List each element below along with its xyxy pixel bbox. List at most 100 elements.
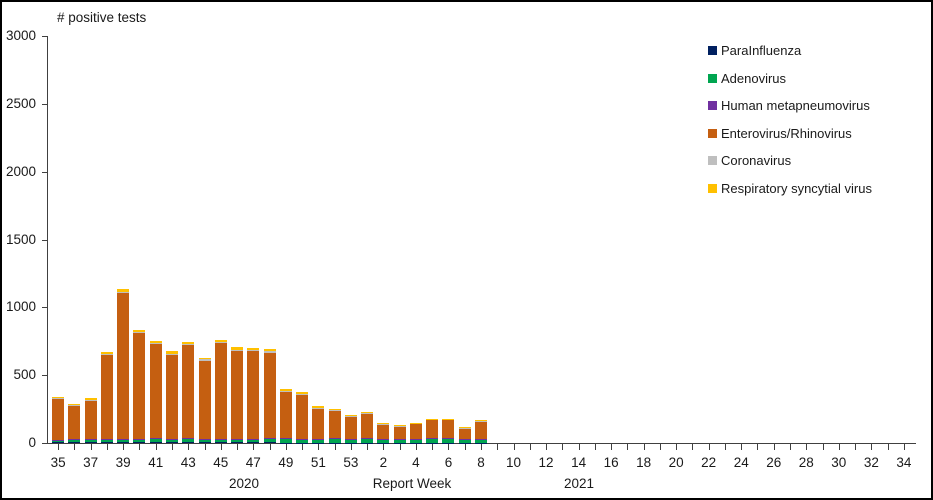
bar-segment-enterovirus-rhinovirus	[68, 405, 81, 440]
bar-segment-respiratory-syncytial-virus	[231, 347, 244, 350]
bar-segment-respiratory-syncytial-virus	[247, 348, 260, 351]
bar-segment-coronavirus	[361, 413, 374, 415]
legend-swatch-icon	[708, 100, 717, 110]
bar-segment-adenovirus	[442, 438, 455, 443]
bar-week-4	[409, 422, 422, 443]
bar-segment-enterovirus-rhinovirus	[344, 416, 357, 439]
x-tick-mark	[285, 444, 287, 450]
bar-week-3	[393, 424, 406, 443]
bar-segment-respiratory-syncytial-virus	[182, 341, 195, 345]
bar-segment-enterovirus-rhinovirus	[84, 400, 97, 440]
bar-segment-human-metapneumovirus	[247, 438, 260, 440]
x-tick-label: 49	[278, 455, 294, 470]
x-tick-mark	[367, 444, 369, 450]
x-tick-label: 37	[83, 455, 99, 470]
x-tick-mark	[432, 444, 434, 450]
x-tick-label: 41	[148, 455, 164, 470]
bar-segment-enterovirus-rhinovirus	[279, 392, 292, 439]
bar-segment-enterovirus-rhinovirus	[312, 408, 325, 439]
bar-week-42	[165, 351, 178, 443]
bar-segment-coronavirus	[52, 398, 65, 400]
x-tick-mark	[237, 444, 239, 450]
bar-segment-coronavirus	[344, 415, 357, 417]
bar-segment-parainfluenza	[263, 442, 276, 443]
x-year-label-2020: 2020	[228, 476, 260, 491]
x-tick-mark	[204, 444, 206, 450]
bar-segment-coronavirus	[328, 410, 341, 412]
bar-segment-enterovirus-rhinovirus	[458, 428, 471, 440]
x-tick-label: 39	[115, 455, 131, 470]
bar-week-50	[296, 392, 309, 443]
bar-segment-parainfluenza	[182, 442, 195, 443]
bar-segment-human-metapneumovirus	[117, 438, 130, 440]
x-tick-label: 18	[636, 455, 652, 470]
bar-segment-enterovirus-rhinovirus	[475, 421, 487, 439]
x-tick-mark	[708, 444, 710, 450]
bar-segment-human-metapneumovirus	[231, 439, 244, 440]
legend-item-adenovirus: Adenovirus	[708, 70, 786, 86]
x-tick-mark	[253, 444, 255, 450]
bar-segment-human-metapneumovirus	[344, 438, 357, 440]
x-tick-label: 8	[477, 455, 485, 470]
bar-segment-adenovirus	[393, 439, 406, 443]
bar-segment-coronavirus	[475, 420, 487, 422]
x-tick-mark	[334, 444, 336, 450]
bar-segment-adenovirus	[377, 439, 390, 443]
x-tick-mark	[773, 444, 775, 450]
bar-segment-coronavirus	[231, 349, 244, 351]
bar-segment-respiratory-syncytial-virus	[52, 396, 65, 399]
y-tick-mark	[42, 103, 47, 105]
bar-segment-enterovirus-rhinovirus	[409, 424, 422, 439]
bar-segment-respiratory-syncytial-virus	[117, 289, 130, 292]
bar-segment-respiratory-syncytial-virus	[458, 427, 471, 429]
bar-segment-coronavirus	[149, 342, 162, 344]
x-tick-mark	[546, 444, 548, 450]
bar-segment-respiratory-syncytial-virus	[133, 329, 146, 333]
bar-segment-respiratory-syncytial-virus	[344, 414, 357, 416]
x-tick-label: 24	[733, 455, 749, 470]
bar-segment-respiratory-syncytial-virus	[377, 423, 390, 425]
bar-segment-coronavirus	[393, 425, 406, 427]
bar-segment-human-metapneumovirus	[377, 438, 390, 440]
bar-segment-enterovirus-rhinovirus	[149, 343, 162, 439]
bar-segment-coronavirus	[296, 393, 309, 395]
x-tick-label: 16	[603, 455, 619, 470]
bar-segment-respiratory-syncytial-virus	[296, 392, 309, 394]
legend-swatch-icon	[708, 128, 717, 138]
x-tick-mark	[513, 444, 515, 450]
x-tick-label: 53	[343, 455, 359, 470]
y-tick-mark	[42, 239, 47, 241]
legend-label: Coronavirus	[721, 152, 792, 168]
x-tick-mark	[497, 444, 499, 450]
y-tick-mark	[42, 307, 47, 309]
bar-segment-respiratory-syncytial-virus	[68, 403, 81, 405]
x-tick-mark	[399, 444, 401, 450]
x-tick-mark	[871, 444, 873, 450]
bar-week-6	[442, 418, 455, 443]
bar-segment-adenovirus	[133, 439, 146, 443]
bar-segment-human-metapneumovirus	[442, 438, 455, 439]
bar-segment-coronavirus	[377, 424, 390, 425]
bar-segment-coronavirus	[312, 407, 325, 409]
bar-segment-coronavirus	[247, 350, 260, 352]
x-tick-mark	[383, 444, 385, 450]
bar-segment-human-metapneumovirus	[149, 438, 162, 439]
bar-segment-enterovirus-rhinovirus	[231, 350, 244, 440]
bar-segment-respiratory-syncytial-virus	[214, 339, 227, 343]
bar-segment-parainfluenza	[84, 442, 97, 443]
bar-week-7	[458, 427, 471, 443]
bar-segment-adenovirus	[312, 439, 325, 443]
legend-swatch-icon	[708, 155, 717, 165]
bar-segment-respiratory-syncytial-virus	[426, 418, 439, 420]
x-tick-label: 2	[379, 455, 388, 470]
x-tick-label: 43	[180, 455, 196, 470]
x-tick-label: 45	[213, 455, 229, 470]
x-tick-label: 4	[412, 455, 420, 470]
bar-week-39	[117, 289, 130, 443]
legend-item-coronavirus: Coronavirus	[708, 152, 791, 168]
bar-segment-adenovirus	[247, 439, 260, 443]
bar-segment-human-metapneumovirus	[182, 438, 195, 439]
bar-segment-adenovirus	[409, 439, 422, 443]
bar-segment-adenovirus	[214, 439, 227, 443]
legend-label: Human metapneumovirus	[721, 97, 870, 113]
